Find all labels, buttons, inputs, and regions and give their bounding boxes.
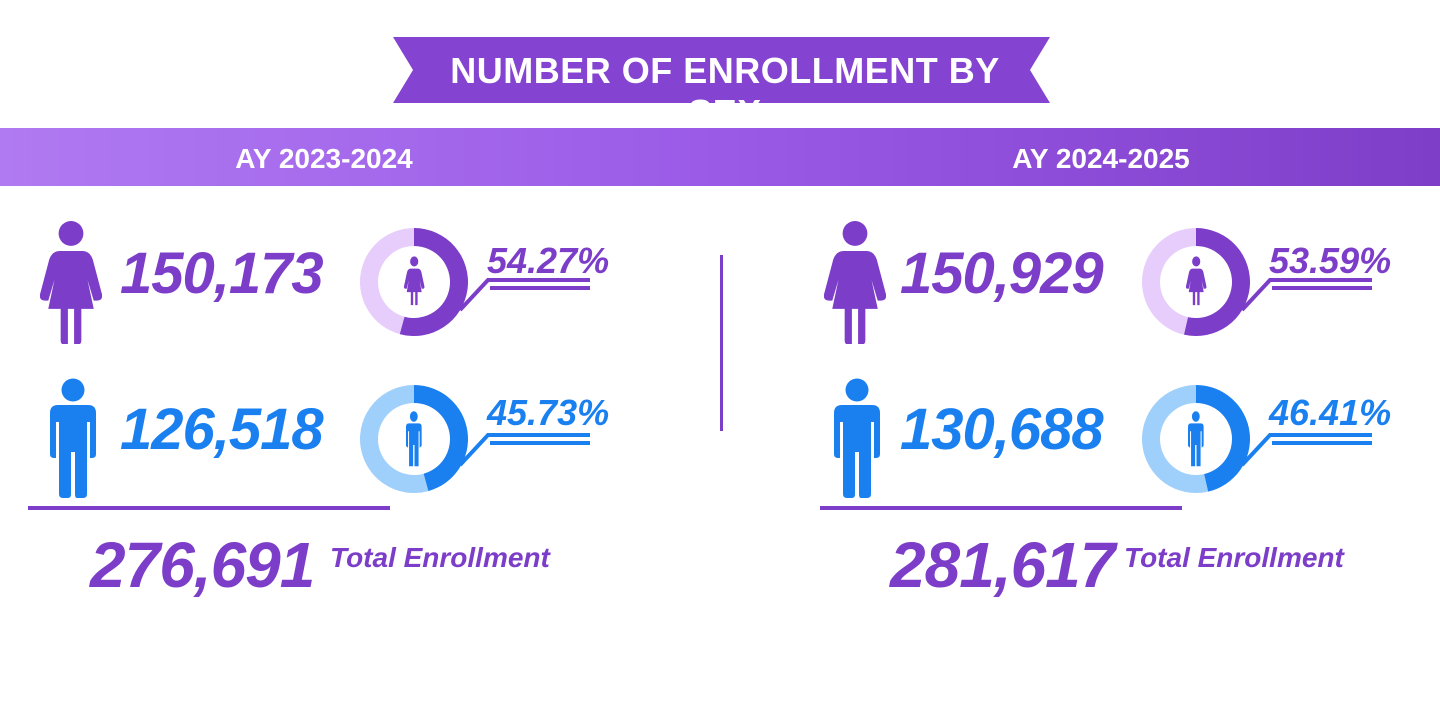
year-label-2023: AY 2023-2024 (235, 143, 413, 174)
total-enrollment-label: Total Enrollment (330, 542, 550, 573)
female-count: 150,173 (120, 241, 324, 306)
title-banner (393, 37, 1050, 103)
male-mini-icon (1188, 411, 1204, 467)
total-underline (28, 506, 390, 510)
total-enrollment-count: 276,691 (90, 529, 315, 601)
male-count: 130,688 (900, 397, 1104, 462)
female-callout-line (1242, 278, 1372, 312)
donut-slice-remainder (359, 228, 414, 335)
male-icon (834, 378, 880, 498)
male-donut (360, 385, 468, 493)
female-mini-icon (403, 256, 425, 306)
female-percent: 53.59% (1269, 240, 1392, 281)
donut-slice-male (414, 385, 468, 492)
male-percent: 45.73% (487, 392, 610, 433)
year-header-bar (0, 128, 1440, 186)
total-enrollment-count: 281,617 (890, 529, 1115, 601)
female-callout-line (460, 278, 590, 312)
donut-slice-female (1183, 228, 1250, 336)
female-donut (359, 228, 468, 336)
male-callout-line (460, 433, 590, 467)
donut-slice-remainder (1142, 228, 1196, 335)
male-icon (50, 378, 96, 498)
female-icon (40, 221, 102, 344)
female-count: 150,929 (900, 241, 1104, 306)
donut-slice-remainder (1142, 385, 1209, 493)
male-donut (1142, 385, 1250, 493)
male-count: 126,518 (120, 397, 324, 462)
donut-slice-male (1196, 385, 1250, 492)
total-enrollment-label: Total Enrollment (1124, 542, 1344, 573)
female-mini-icon (1185, 256, 1207, 306)
total-underline (820, 506, 1182, 510)
donut-slice-remainder (360, 385, 429, 493)
page-title: NUMBER OF ENROLLMENT BY SEX (450, 50, 1000, 133)
donut-slice-female (399, 228, 468, 336)
female-icon (824, 221, 886, 344)
female-donut (1142, 228, 1250, 336)
panel-divider (720, 255, 723, 431)
male-callout-line (1242, 433, 1372, 467)
female-percent: 54.27% (487, 240, 610, 281)
male-percent: 46.41% (1269, 392, 1392, 433)
male-mini-icon (406, 411, 422, 467)
year-label-2024: AY 2024-2025 (1012, 143, 1190, 174)
